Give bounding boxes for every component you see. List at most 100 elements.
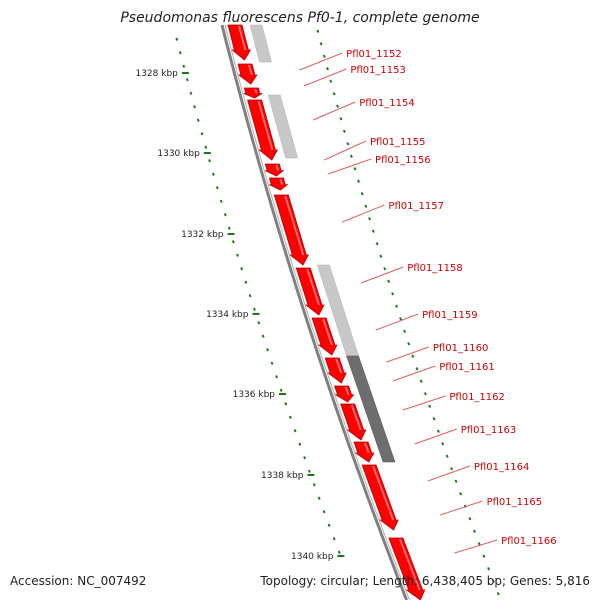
inner-tick (208, 159, 211, 163)
outer-tick (339, 117, 343, 121)
gene-arrow[interactable] (264, 163, 285, 177)
inner-tick (261, 334, 265, 338)
gene-label[interactable]: Pfl01_1153 (350, 65, 406, 76)
gene-arrow-shade (279, 178, 284, 185)
outer-tick (415, 367, 419, 371)
inner-tick (189, 91, 193, 95)
gene-arrow-shade (364, 442, 370, 454)
gene-arrow[interactable] (311, 317, 338, 356)
kbp-tick-label: 1338 kbp (261, 471, 304, 481)
outer-tick (419, 379, 423, 383)
gene-label[interactable]: Pfl01_1155 (370, 137, 426, 148)
gene-label[interactable]: Pfl01_1162 (449, 392, 505, 403)
outer-tick (436, 429, 440, 433)
kbp-tick-label: 1332 kbp (181, 230, 224, 240)
inner-tick (240, 267, 244, 271)
gene-label[interactable]: Pfl01_1158 (407, 263, 463, 274)
outer-tick (391, 292, 395, 296)
outer-tick (468, 517, 472, 521)
gene-arrow[interactable] (268, 177, 289, 191)
inner-tick (303, 456, 307, 460)
inner-tick (178, 51, 182, 55)
gene-arrow[interactable] (295, 267, 325, 316)
gene-label[interactable]: Pfl01_1157 (388, 201, 444, 212)
gene-leader-line (454, 539, 498, 554)
gene-leader-line (386, 346, 430, 363)
gene-label[interactable]: Pfl01_1159 (422, 310, 478, 321)
outer-tick (375, 242, 379, 246)
inner-tick (200, 132, 204, 136)
outer-tick (342, 129, 346, 133)
outer-tick (423, 392, 427, 396)
outer-tick (472, 529, 476, 533)
outer-tick (450, 467, 454, 471)
gene-label[interactable]: Pfl01_1166 (501, 536, 557, 547)
inner-tick (266, 348, 270, 352)
outer-tick (329, 79, 333, 83)
gene-arrow[interactable] (273, 194, 309, 266)
inner-tick (288, 415, 292, 419)
outer-tick (482, 554, 486, 558)
gene-leader-line (299, 52, 343, 71)
gene-leader-line (440, 500, 483, 516)
outer-tick (357, 179, 361, 183)
gene-arrow[interactable] (340, 403, 367, 441)
outer-tick (316, 29, 320, 33)
outer-tick (379, 254, 383, 258)
inner-tick (257, 321, 261, 325)
gene-arrow-shade (322, 318, 333, 346)
outer-tick (403, 329, 407, 333)
gene-arrow[interactable] (227, 24, 252, 61)
gene-arrow[interactable] (353, 441, 375, 463)
gene-label[interactable]: Pfl01_1160 (433, 343, 489, 354)
outer-tick (454, 479, 458, 483)
gene-arrow[interactable] (388, 537, 426, 600)
gene-arrow[interactable] (237, 63, 258, 85)
inner-tick (204, 145, 208, 149)
gene-label[interactable]: Pfl01_1163 (461, 425, 517, 436)
gene-label[interactable]: Pfl01_1165 (487, 497, 543, 508)
inner-tick (322, 510, 326, 514)
accession-text: Accession: NC_007492 (10, 574, 146, 588)
gene-label[interactable]: Pfl01_1164 (474, 462, 530, 473)
gene-arrow-shade (238, 25, 247, 51)
gene-leader-line (392, 365, 436, 382)
gene-label[interactable]: Pfl01_1152 (346, 49, 402, 60)
kbp-ruler: 1328 kbp 1330 kbp 1332 kbp 1334 kbp 1336 kbp… (135, 29, 500, 596)
gene-arrow[interactable] (243, 87, 264, 99)
gene-arrow-shade (372, 465, 395, 521)
gene-label[interactable]: Pfl01_1156 (375, 155, 431, 166)
gene-arrow-shade (344, 386, 350, 396)
inner-tick (236, 253, 239, 257)
gene-label[interactable]: Pfl01_1161 (439, 362, 495, 373)
inner-tick (312, 483, 316, 487)
outer-tick (346, 142, 350, 146)
outer-tick (491, 579, 495, 583)
kbp-tick-label: 1340 kbp (291, 552, 334, 562)
gene-arrow-shade (398, 538, 421, 591)
inner-tick (270, 361, 274, 365)
gene-arrow[interactable] (324, 357, 347, 384)
gene-arrow[interactable] (334, 385, 355, 403)
outer-tick (395, 304, 399, 308)
gene-arrow-shade (350, 404, 362, 431)
inner-tick (231, 240, 235, 244)
outer-tick (487, 567, 491, 571)
outer-tick (496, 592, 500, 596)
inner-tick (185, 78, 189, 82)
outer-tick (332, 92, 336, 96)
gene-arrow[interactable] (361, 464, 399, 531)
outer-tick (319, 42, 323, 46)
inner-tick (196, 118, 200, 122)
outer-tick (364, 204, 368, 208)
inner-tick (248, 294, 252, 298)
outer-tick (349, 154, 353, 158)
kbp-tick-label: 1334 kbp (206, 310, 249, 320)
gene-label[interactable]: Pfl01_1154 (359, 98, 415, 109)
gene-arrow-shade (306, 268, 320, 306)
inner-tick (279, 388, 283, 392)
inner-tick (337, 550, 341, 554)
outer-tick (353, 167, 357, 171)
genome-summary-text: Topology: circular; Length: 6,438,405 bp… (259, 574, 590, 588)
